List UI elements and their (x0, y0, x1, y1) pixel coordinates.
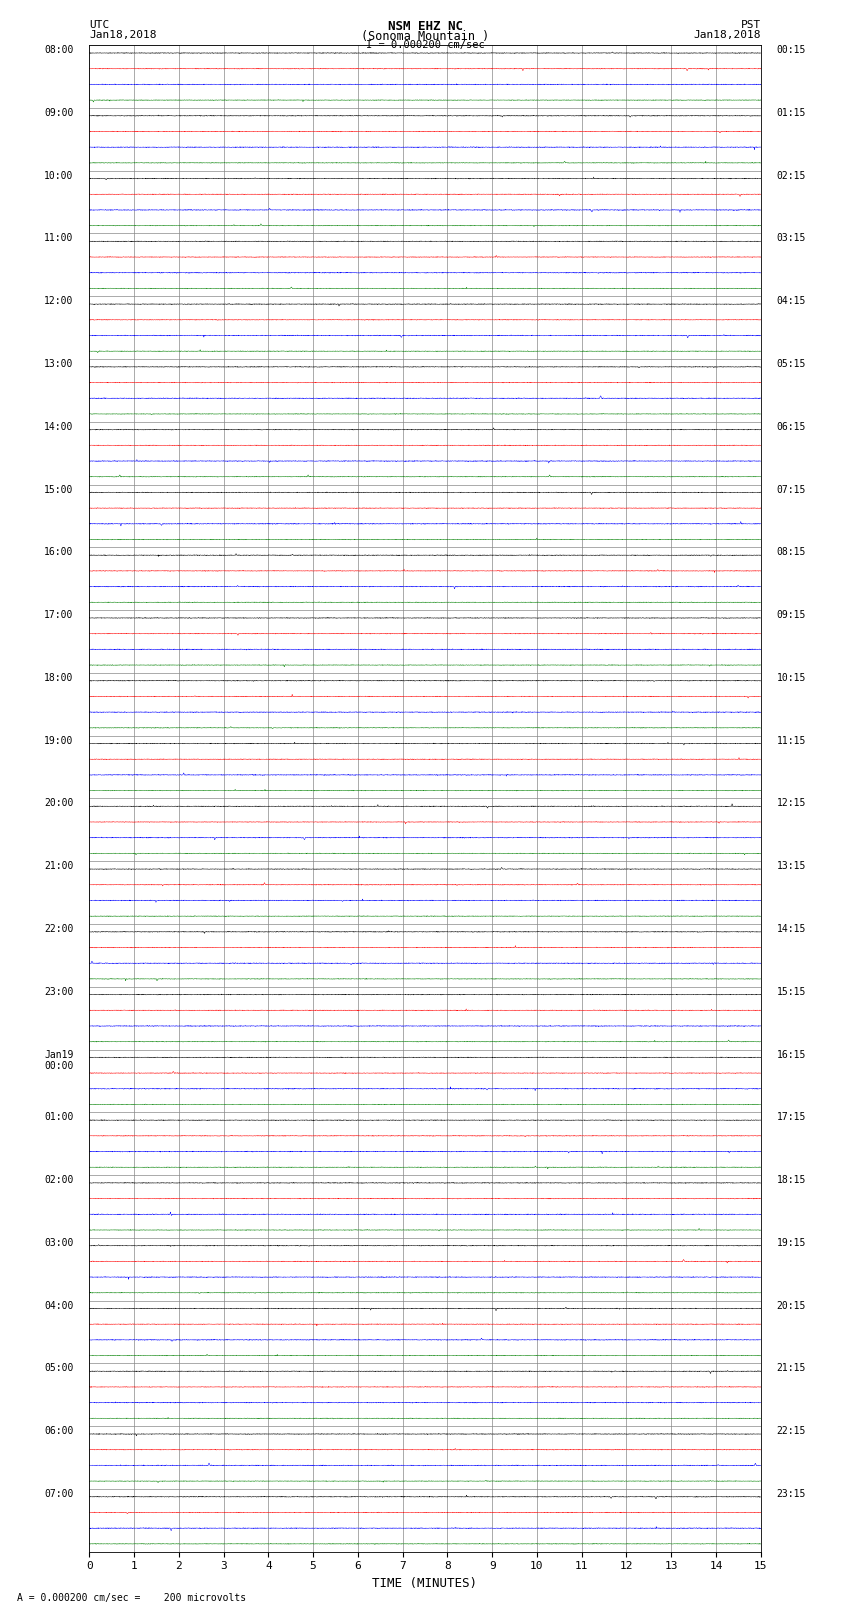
Text: A = 0.000200 cm/sec =    200 microvolts: A = 0.000200 cm/sec = 200 microvolts (17, 1594, 246, 1603)
Text: 16:00: 16:00 (44, 547, 74, 558)
Text: 07:15: 07:15 (776, 484, 806, 495)
Text: 05:15: 05:15 (776, 360, 806, 369)
Text: 02:15: 02:15 (776, 171, 806, 181)
Text: (Sonoma Mountain ): (Sonoma Mountain ) (361, 31, 489, 44)
Text: 10:15: 10:15 (776, 673, 806, 682)
Text: 17:00: 17:00 (44, 610, 74, 619)
Text: 11:00: 11:00 (44, 234, 74, 244)
Text: 19:00: 19:00 (44, 736, 74, 745)
Text: Jan19
00:00: Jan19 00:00 (44, 1050, 74, 1071)
Text: NSM EHZ NC: NSM EHZ NC (388, 19, 462, 34)
Text: 14:00: 14:00 (44, 421, 74, 432)
Text: 04:15: 04:15 (776, 297, 806, 306)
Text: 03:15: 03:15 (776, 234, 806, 244)
Text: 15:15: 15:15 (776, 987, 806, 997)
Text: 13:15: 13:15 (776, 861, 806, 871)
Text: 08:00: 08:00 (44, 45, 74, 55)
Text: 05:00: 05:00 (44, 1363, 74, 1373)
Text: 15:00: 15:00 (44, 484, 74, 495)
Text: 01:00: 01:00 (44, 1113, 74, 1123)
Text: 22:00: 22:00 (44, 924, 74, 934)
Text: 22:15: 22:15 (776, 1426, 806, 1436)
Text: 06:00: 06:00 (44, 1426, 74, 1436)
Text: 21:00: 21:00 (44, 861, 74, 871)
X-axis label: TIME (MINUTES): TIME (MINUTES) (372, 1578, 478, 1590)
Text: 23:15: 23:15 (776, 1489, 806, 1498)
Text: 21:15: 21:15 (776, 1363, 806, 1373)
Text: 01:15: 01:15 (776, 108, 806, 118)
Text: 16:15: 16:15 (776, 1050, 806, 1060)
Text: 20:15: 20:15 (776, 1300, 806, 1311)
Text: 19:15: 19:15 (776, 1237, 806, 1248)
Text: 13:00: 13:00 (44, 360, 74, 369)
Text: 12:00: 12:00 (44, 297, 74, 306)
Text: 03:00: 03:00 (44, 1237, 74, 1248)
Text: 14:15: 14:15 (776, 924, 806, 934)
Text: 10:00: 10:00 (44, 171, 74, 181)
Text: 09:00: 09:00 (44, 108, 74, 118)
Text: UTC: UTC (89, 19, 110, 31)
Text: 06:15: 06:15 (776, 421, 806, 432)
Text: I = 0.000200 cm/sec: I = 0.000200 cm/sec (366, 39, 484, 50)
Text: 23:00: 23:00 (44, 987, 74, 997)
Text: 08:15: 08:15 (776, 547, 806, 558)
Text: 00:15: 00:15 (776, 45, 806, 55)
Text: 20:00: 20:00 (44, 798, 74, 808)
Text: 09:15: 09:15 (776, 610, 806, 619)
Text: Jan18,2018: Jan18,2018 (89, 31, 156, 40)
Text: 07:00: 07:00 (44, 1489, 74, 1498)
Text: 02:00: 02:00 (44, 1174, 74, 1186)
Text: 17:15: 17:15 (776, 1113, 806, 1123)
Text: 04:00: 04:00 (44, 1300, 74, 1311)
Text: 18:00: 18:00 (44, 673, 74, 682)
Text: 18:15: 18:15 (776, 1174, 806, 1186)
Text: 11:15: 11:15 (776, 736, 806, 745)
Text: 12:15: 12:15 (776, 798, 806, 808)
Text: Jan18,2018: Jan18,2018 (694, 31, 761, 40)
Text: PST: PST (740, 19, 761, 31)
